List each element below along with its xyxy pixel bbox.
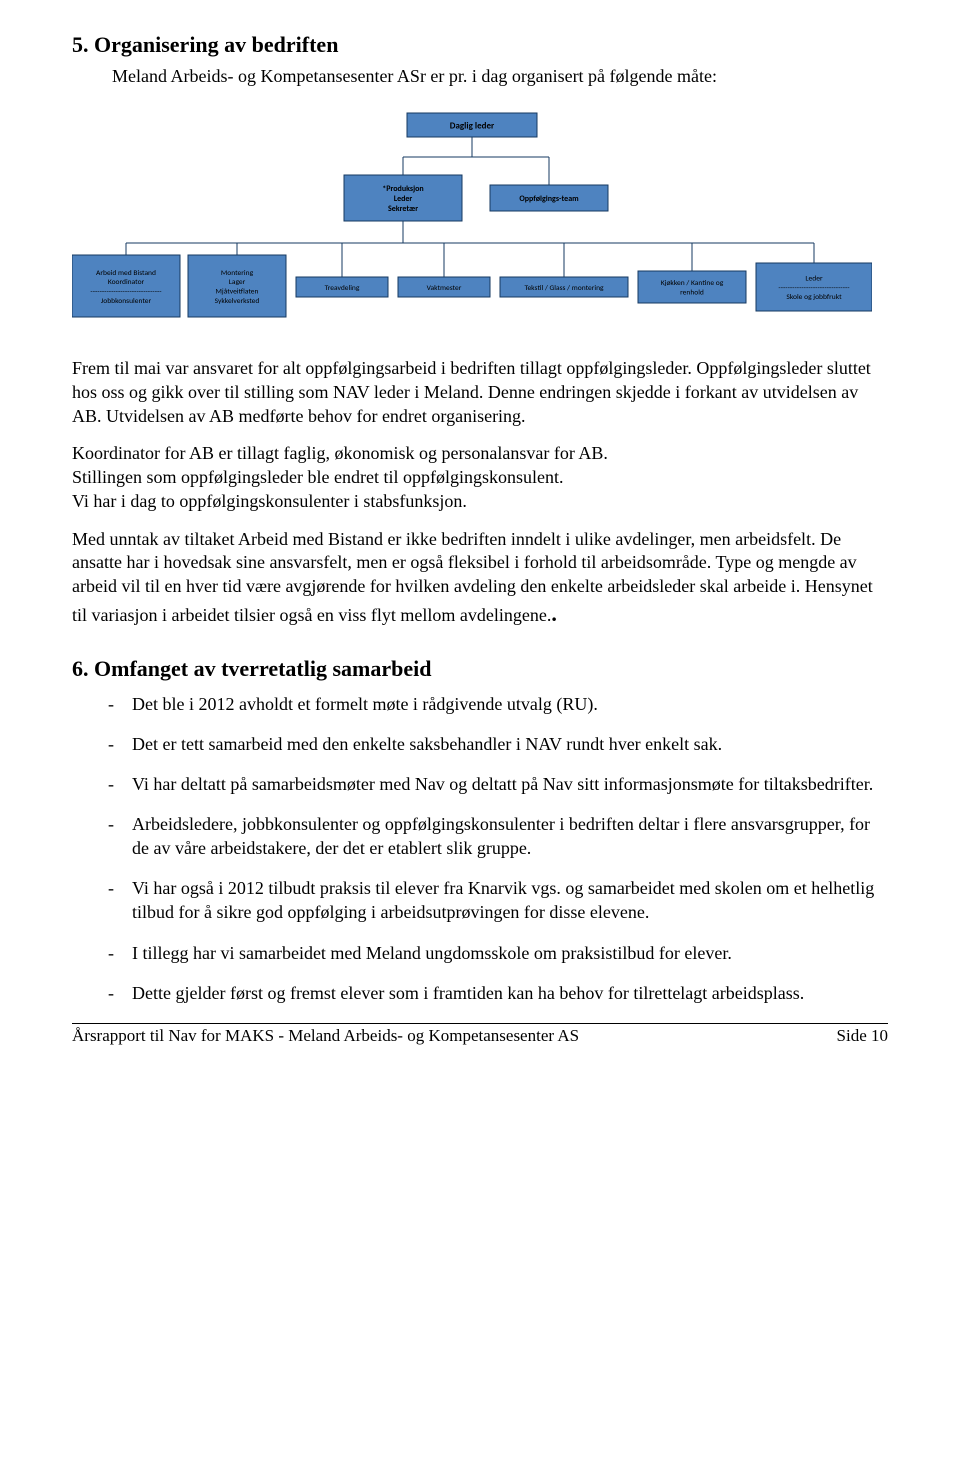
svg-text:Montering: Montering: [221, 269, 254, 278]
section-5-body-1: Frem til mai var ansvaret for alt oppføl…: [72, 357, 888, 428]
svg-text:------------------------------: -------------------------------: [778, 284, 850, 293]
svg-text:Sekretær: Sekretær: [388, 204, 418, 214]
section-5-body-5-text: Med unntak av tiltaket Arbeid med Bistan…: [72, 529, 873, 625]
section-5-body-2: Koordinator for AB er tillagt faglig, øk…: [72, 442, 888, 466]
footer-left: Årsrapport til Nav for MAKS - Meland Arb…: [72, 1026, 579, 1046]
org-chart: Daglig leder*ProduksjonLederSekretærOppf…: [72, 101, 888, 341]
list-item: Arbeidsledere, jobbkonsulenter og oppføl…: [108, 812, 888, 860]
svg-text:Vaktmester: Vaktmester: [427, 284, 462, 293]
svg-text:renhold: renhold: [680, 289, 704, 298]
svg-text:*Produksjon: *Produksjon: [382, 184, 423, 194]
section-6-list: Det ble i 2012 avholdt et formelt møte i…: [72, 692, 888, 1005]
svg-text:Leder: Leder: [394, 194, 413, 204]
list-item: Vi har deltatt på samarbeidsmøter med Na…: [108, 772, 888, 796]
section-5-body-4: Vi har i dag to oppfølgingskonsulenter i…: [72, 490, 888, 514]
svg-text:Daglig leder: Daglig leder: [450, 120, 495, 131]
list-item: Det er tett samarbeid med den enkelte sa…: [108, 732, 888, 756]
svg-text:Arbeid med Bistand: Arbeid med Bistand: [96, 269, 156, 278]
footer-right: Side 10: [837, 1026, 888, 1046]
svg-text:Treavdeling: Treavdeling: [325, 284, 360, 293]
list-item: Det ble i 2012 avholdt et formelt møte i…: [108, 692, 888, 716]
svg-text:Skole og jobbfrukt: Skole og jobbfrukt: [786, 293, 842, 302]
section-5-intro: Meland Arbeids- og Kompetansesenter ASr …: [72, 66, 888, 87]
section-5-body-3: Stillingen som oppfølgingsleder ble endr…: [72, 466, 888, 490]
svg-text:Koordinator: Koordinator: [108, 278, 145, 287]
svg-text:Tekstil / Glass / montering: Tekstil / Glass / montering: [524, 284, 604, 293]
svg-text:Lager: Lager: [229, 278, 246, 287]
section-5-body-5-trailing: .: [551, 601, 557, 626]
page-footer: Årsrapport til Nav for MAKS - Meland Arb…: [72, 1023, 888, 1046]
section-5-heading: 5. Organisering av bedriften: [72, 32, 888, 58]
svg-text:Leder: Leder: [805, 274, 823, 283]
svg-text:Kjøkken / Kantine og: Kjøkken / Kantine og: [661, 279, 724, 288]
list-item: Vi har også i 2012 tilbudt praksis til e…: [108, 876, 888, 924]
list-item: I tillegg har vi samarbeidet med Meland …: [108, 941, 888, 965]
svg-text:Sykkelverksted: Sykkelverksted: [215, 297, 260, 306]
section-6-heading: 6. Omfanget av tverretatlig samarbeid: [72, 656, 888, 682]
list-item: Dette gjelder først og fremst elever som…: [108, 981, 888, 1005]
svg-text:Oppfølgings-team: Oppfølgings-team: [519, 194, 579, 204]
svg-text:Mjåtveitflaten: Mjåtveitflaten: [216, 288, 259, 297]
svg-text:Jobbkonsulenter: Jobbkonsulenter: [101, 297, 152, 306]
section-5-body-5: Med unntak av tiltaket Arbeid med Bistan…: [72, 528, 888, 628]
page: 5. Organisering av bedriften Meland Arbe…: [0, 0, 960, 1462]
svg-text:------------------------------: -------------------------------: [90, 288, 162, 297]
